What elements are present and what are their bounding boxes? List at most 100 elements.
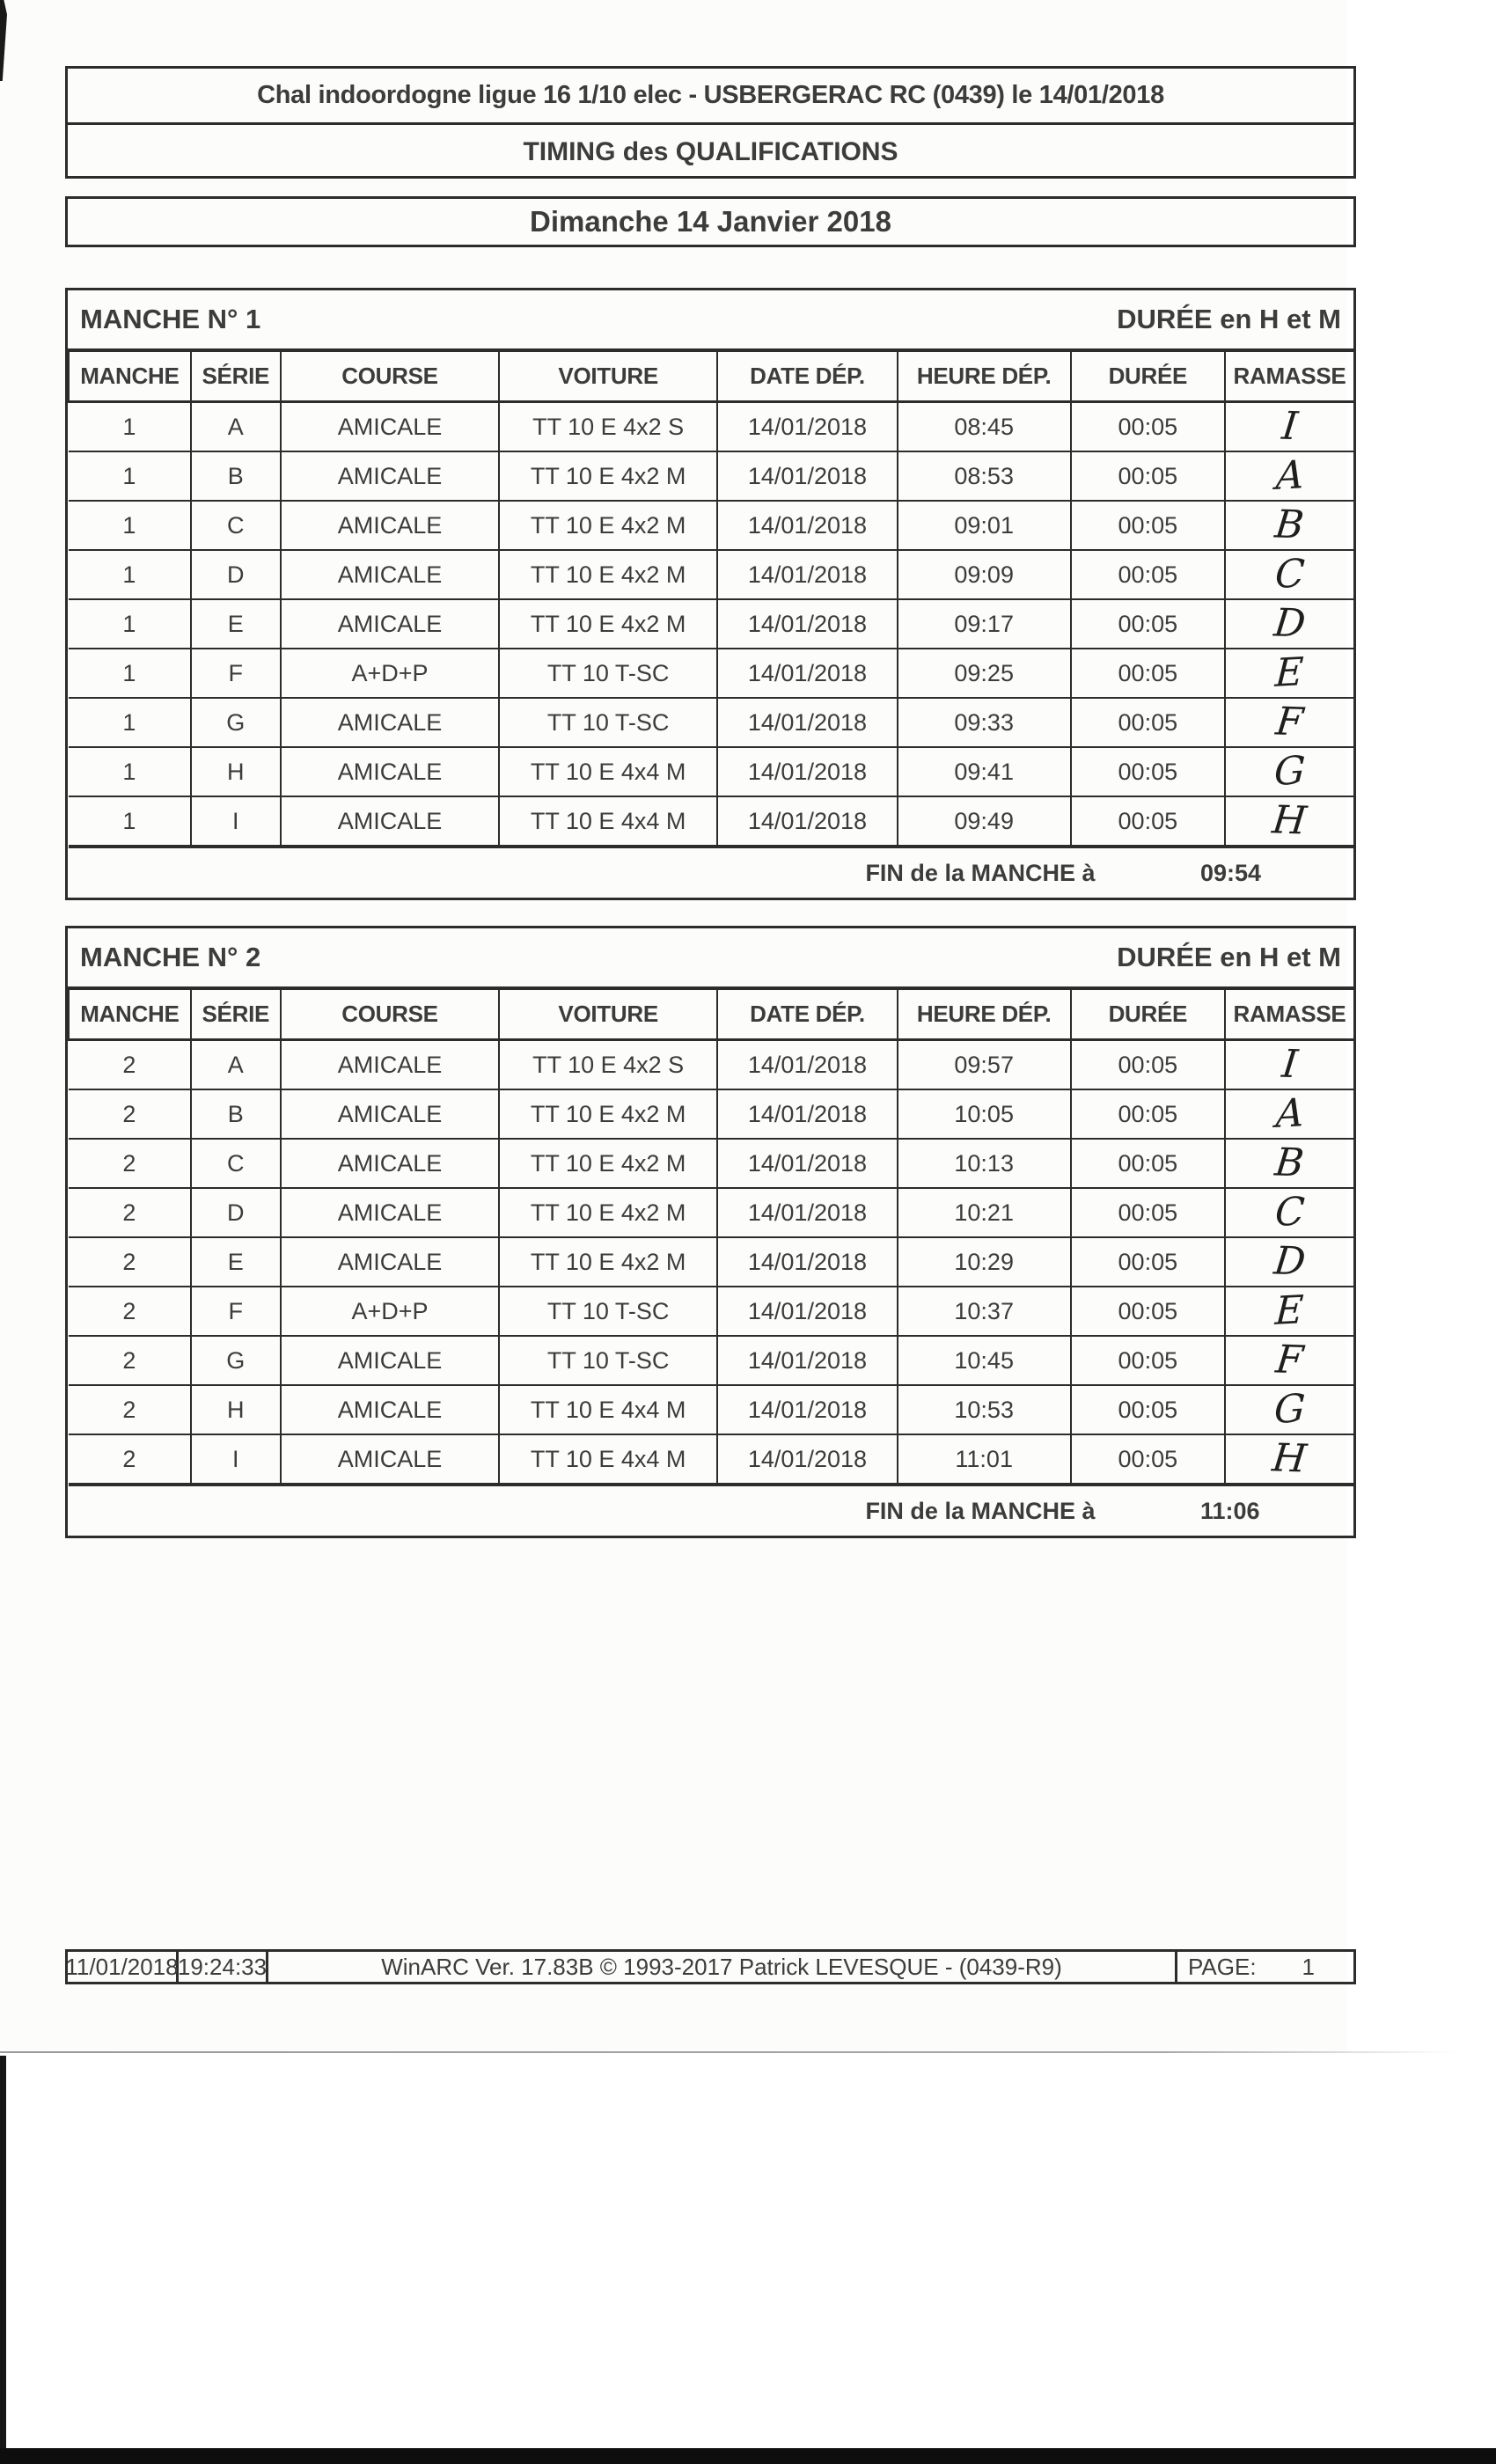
cell-date-dep: 14/01/2018	[716, 648, 898, 699]
ramasse-handwritten-letter: B	[1272, 502, 1307, 548]
cell-voiture: TT 10 E 4x4 M	[498, 796, 719, 847]
cell-manche: 2	[69, 1286, 192, 1337]
column-header: SÉRIE	[189, 352, 282, 403]
cell-serie: F	[189, 648, 282, 699]
cell-ramasse: I	[1223, 1038, 1353, 1090]
manche-2-grid: MANCHE SÉRIE COURSE VOITURE DATE DÉP. HEURE D…	[68, 990, 1353, 1536]
cell-date-dep: 14/01/2018	[716, 500, 898, 551]
cell-date-dep: 14/01/2018	[716, 697, 898, 748]
cell-course: AMICALE	[279, 549, 501, 600]
cell-serie: B	[189, 451, 282, 502]
ramasse-handwritten-letter: C	[1273, 551, 1306, 598]
cell-duree: 00:05	[1069, 648, 1226, 699]
ramasse-handwritten-letter: I	[1280, 1041, 1300, 1088]
ramasse-handwritten-letter: G	[1272, 1385, 1307, 1434]
manche-1-title: MANCHE N° 1	[80, 304, 261, 334]
timing-row: 1 I AMICALE TT 10 E 4x4 M 14/01/2018 09:…	[69, 796, 1353, 847]
cell-voiture: TT 10 E 4x2 M	[498, 451, 719, 502]
cell-course: AMICALE	[279, 451, 501, 502]
fin-row: FIN de la MANCHE à 09:54	[69, 845, 1353, 898]
timing-row: 2 G AMICALE TT 10 T-SC 14/01/2018 10:45 …	[69, 1335, 1353, 1386]
column-header: RAMASSE	[1223, 352, 1353, 403]
manche-2-band: MANCHE N° 2 DURÉE en H et M	[68, 928, 1353, 990]
cell-manche: 1	[69, 746, 192, 797]
cell-voiture: TT 10 T-SC	[498, 1335, 719, 1386]
fin-label: FIN de la MANCHE à	[865, 859, 1096, 886]
cell-voiture: TT 10 E 4x2 M	[498, 1187, 719, 1238]
column-header: MANCHE	[68, 352, 192, 403]
cell-voiture: TT 10 E 4x2 M	[498, 598, 719, 649]
cell-date-dep: 14/01/2018	[716, 549, 898, 600]
cell-date-dep: 14/01/2018	[716, 746, 898, 797]
ramasse-handwritten-letter: F	[1273, 1337, 1306, 1383]
column-header-row: MANCHE SÉRIE COURSE VOITURE DATE DÉP. HEURE D…	[68, 990, 1353, 1041]
cell-manche: 1	[69, 598, 192, 649]
cell-course: AMICALE	[279, 1187, 501, 1238]
cell-heure-dep: 09:17	[896, 598, 1072, 649]
timing-row: 1 G AMICALE TT 10 T-SC 14/01/2018 09:33 …	[69, 697, 1353, 748]
cell-serie: I	[189, 796, 282, 847]
cell-manche: 1	[69, 796, 192, 847]
timing-row: 2 E AMICALE TT 10 E 4x2 M 14/01/2018 10:…	[69, 1236, 1353, 1287]
cell-date-dep: 14/01/2018	[716, 1038, 898, 1090]
cell-duree: 00:05	[1069, 549, 1226, 600]
timing-row: 2 B AMICALE TT 10 E 4x2 M 14/01/2018 10:…	[69, 1089, 1353, 1140]
cell-course: A+D+P	[279, 1286, 501, 1337]
cell-duree: 00:05	[1069, 1187, 1226, 1238]
cell-ramasse: E	[1223, 648, 1353, 699]
timing-row: 2 D AMICALE TT 10 E 4x2 M 14/01/2018 10:…	[69, 1187, 1353, 1238]
footer-page-number: 1	[1302, 1953, 1315, 1980]
cell-serie: H	[189, 746, 282, 797]
manche-2-table: MANCHE N° 2 DURÉE en H et M MANCHE SÉRIE C…	[65, 926, 1356, 1538]
cell-serie: D	[189, 1187, 282, 1238]
cell-ramasse: B	[1223, 500, 1353, 551]
cell-ramasse: C	[1223, 549, 1353, 600]
column-header: HEURE DÉP.	[896, 352, 1072, 403]
cell-serie: B	[189, 1089, 282, 1140]
cell-heure-dep: 10:37	[896, 1286, 1072, 1337]
cell-serie: G	[189, 1335, 282, 1386]
footer-bar: 11/01/2018 19:24:33 WinARC Ver. 17.83B ©…	[65, 1949, 1356, 1984]
cell-duree: 00:05	[1069, 1138, 1226, 1189]
cell-voiture: TT 10 E 4x2 M	[498, 1138, 719, 1189]
timing-row: 1 H AMICALE TT 10 E 4x4 M 14/01/2018 09:…	[69, 746, 1353, 797]
manche-1-duration-label: DURÉE en H et M	[1117, 304, 1341, 334]
cell-duree: 00:05	[1069, 1434, 1226, 1485]
cell-manche: 2	[69, 1335, 192, 1386]
ramasse-handwritten-letter: G	[1272, 747, 1307, 796]
ramasse-handwritten-letter: H	[1270, 797, 1309, 844]
cell-date-dep: 14/01/2018	[716, 1236, 898, 1287]
footer-date: 11/01/2018	[65, 1952, 179, 1982]
header-box: Chal indoordogne ligue 16 1/10 elec - US…	[65, 66, 1356, 179]
cell-duree: 00:05	[1069, 796, 1226, 847]
column-header: HEURE DÉP.	[896, 990, 1072, 1041]
column-header: SÉRIE	[189, 990, 282, 1041]
cell-manche: 2	[69, 1384, 192, 1435]
cell-voiture: TT 10 T-SC	[498, 697, 719, 748]
cell-course: AMICALE	[279, 500, 501, 551]
cell-course: AMICALE	[279, 1236, 501, 1287]
cell-serie: C	[189, 1138, 282, 1189]
column-header: RAMASSE	[1223, 990, 1353, 1041]
cell-heure-dep: 08:53	[896, 451, 1072, 502]
column-header: DATE DÉP.	[716, 990, 898, 1041]
cell-duree: 00:05	[1069, 598, 1226, 649]
cell-voiture: TT 10 E 4x2 M	[498, 500, 719, 551]
cell-manche: 1	[69, 697, 192, 748]
cell-duree: 00:05	[1069, 500, 1226, 551]
column-header: COURSE	[279, 990, 501, 1041]
cell-duree: 00:05	[1069, 1335, 1226, 1386]
cell-heure-dep: 10:29	[896, 1236, 1072, 1287]
manche-1-table: MANCHE N° 1 DURÉE en H et M MANCHE SÉRIE C…	[65, 288, 1356, 900]
timing-row: 1 E AMICALE TT 10 E 4x2 M 14/01/2018 09:…	[69, 598, 1353, 649]
cell-duree: 00:05	[1069, 1286, 1226, 1337]
cell-date-dep: 14/01/2018	[716, 1286, 898, 1337]
cell-serie: G	[189, 697, 282, 748]
cell-voiture: TT 10 E 4x2 M	[498, 549, 719, 600]
cell-heure-dep: 10:53	[896, 1384, 1072, 1435]
cell-course: AMICALE	[279, 746, 501, 797]
cell-manche: 1	[69, 500, 192, 551]
cell-serie: D	[189, 549, 282, 600]
cell-ramasse: H	[1223, 796, 1353, 847]
cell-manche: 1	[69, 451, 192, 502]
